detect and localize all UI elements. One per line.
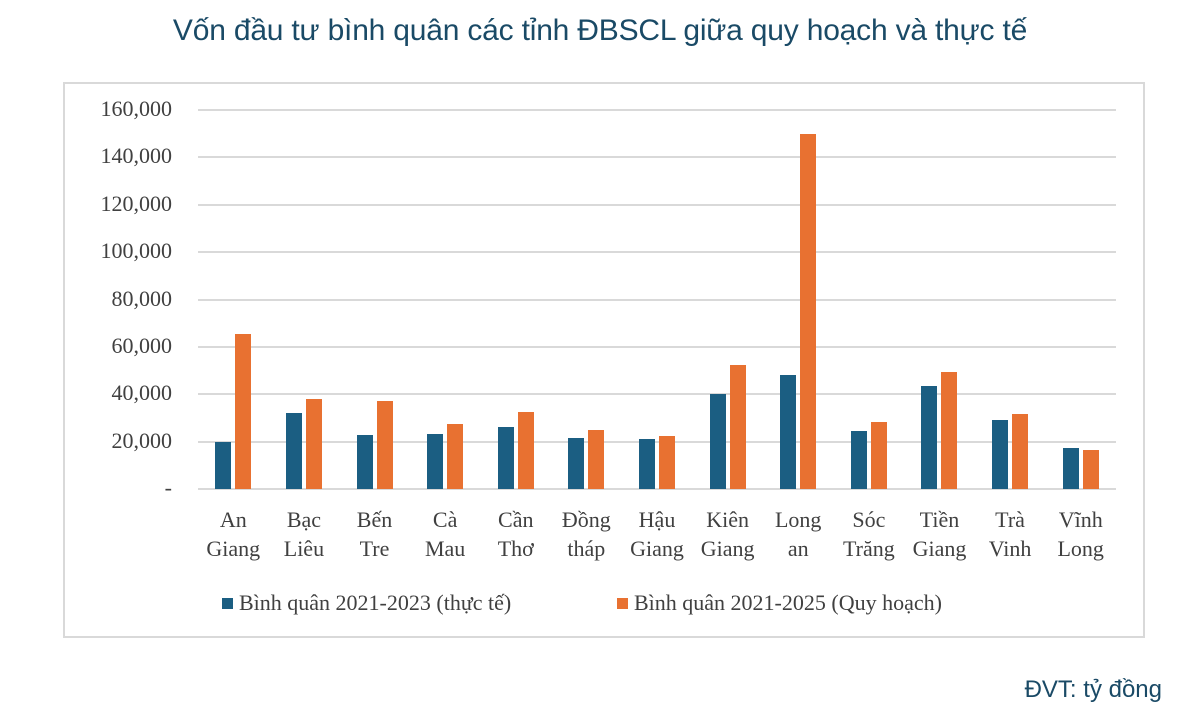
x-category-label: Vĩnh Long [1057,507,1104,561]
x-category-label: Trà Vinh [988,507,1032,561]
legend-item-actual: Bình quân 2021-2023 (thực tế) [222,590,511,616]
bar-actual [921,385,938,489]
legend-swatch-actual [222,597,233,609]
x-category-label: Kiên Giang [700,507,755,561]
bar-planned [517,412,534,489]
bar-actual [215,442,232,489]
gridline [198,156,1116,159]
gridline [198,203,1116,206]
x-category-label: Hậu Giang [630,507,684,561]
bar-actual [780,375,797,489]
gridline [198,109,1116,111]
y-tick-label: 40,000 [111,380,173,406]
bar-actual [356,434,373,489]
x-category-label: Sóc Trăng [842,507,895,561]
bar-planned [870,422,887,489]
x-category-label: Cà Mau [424,507,466,561]
legend-swatch-planned [617,597,628,609]
y-tick-label: - [164,475,172,500]
bar-actual [850,430,867,489]
bar-actual [639,438,655,489]
bar-planned [588,429,605,489]
bar-actual [1062,448,1079,489]
gridline [198,345,1116,348]
bar-planned [659,436,675,489]
x-category-label: An Giang [206,507,261,561]
gridline [198,440,1116,443]
gridline [198,393,1116,396]
bar-actual [427,434,444,489]
legend-item-planned: Bình quân 2021-2025 (Quy hoạch) [617,590,942,616]
x-category-label: Tiền Giang [912,507,967,561]
bar-planned [1082,449,1099,489]
bar-actual [568,437,585,489]
gridline [198,298,1116,301]
bar-actual [992,420,1009,489]
bar-actual [497,426,514,489]
bar-planned [305,398,322,489]
bar-planned [1012,413,1029,489]
y-tick-label: 100,000 [100,238,173,264]
legend-label-planned: Bình quân 2021-2025 (Quy hoạch) [634,590,942,615]
x-category-label: Đồng tháp [561,507,611,561]
y-tick-label: 60,000 [111,332,173,358]
bar-planned [729,365,746,489]
bar-planned [447,424,464,489]
chart-title: Vốn đầu tư bình quân các tỉnh ĐBSCL giữa… [172,14,1028,47]
x-category-label: Cần Thơ [497,507,534,561]
bar-actual [285,413,302,489]
bar-planned [941,372,958,489]
legend-label-actual: Bình quân 2021-2023 (thực tế) [239,590,512,615]
gridline [198,488,1116,490]
y-tick-label: 20,000 [111,427,173,453]
y-tick-label: 120,000 [100,190,173,216]
bar-planned [376,401,393,489]
bar-planned [235,333,252,489]
x-category-label: Bến Tre [356,507,393,561]
y-tick-label: 160,000 [100,96,173,121]
x-category-label: Long an [774,507,822,561]
y-tick-label: 140,000 [100,143,173,169]
y-tick-label: 80,000 [111,285,173,311]
x-category-label: Bạc Liêu [283,507,325,561]
gridline [198,251,1116,254]
unit-note: ĐVT: tỷ đồng [1024,676,1162,703]
bar-planned [800,133,817,489]
bar-actual [709,394,726,489]
